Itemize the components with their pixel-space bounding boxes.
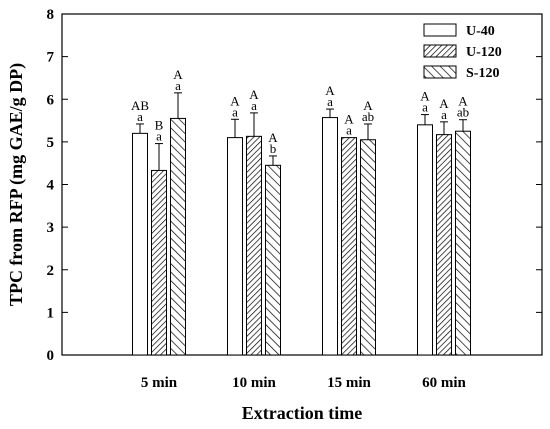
legend-swatch (423, 23, 457, 37)
bar (436, 134, 452, 356)
legend-label: U-40 (466, 24, 495, 39)
legend-label: S-120 (466, 66, 499, 81)
significance-upper-label: A (439, 96, 449, 111)
y-tick-label: 3 (47, 220, 55, 236)
significance-upper-label: B (155, 118, 164, 133)
significance-upper-label: A (173, 67, 183, 82)
significance-lower-label: ab (362, 109, 374, 124)
y-tick-label: 5 (47, 135, 55, 151)
y-tick-label: 0 (47, 348, 55, 364)
y-tick-label: 1 (47, 305, 55, 321)
bar (455, 130, 471, 356)
bar (265, 164, 281, 356)
bar (132, 132, 148, 356)
significance-lower-label: a (327, 94, 333, 109)
significance-upper-label: A (363, 98, 373, 113)
significance-upper-label: A (325, 83, 335, 98)
bar (322, 117, 338, 356)
significance-lower-label: a (422, 100, 428, 115)
significance-lower-label: b (270, 141, 277, 156)
significance-upper-label: A (249, 87, 259, 102)
significance-upper-label: A (268, 130, 278, 145)
bar (246, 135, 262, 356)
x-axis-title: Extraction time (242, 403, 362, 423)
y-tick-label: 2 (47, 263, 55, 279)
significance-lower-label: a (232, 104, 238, 119)
significance-upper-label: A (420, 89, 430, 104)
significance-upper-label: A (458, 94, 468, 109)
bar (341, 137, 357, 356)
significance-upper-label: AB (131, 98, 149, 113)
bar (227, 137, 243, 356)
legend-label: U-120 (466, 45, 502, 60)
significance-upper-label: A (344, 112, 354, 127)
significance-lower-label: a (251, 98, 257, 113)
significance-lower-label: a (137, 109, 143, 124)
y-tick-label: 8 (47, 7, 55, 23)
significance-lower-label: a (175, 78, 181, 93)
y-axis-title: TPC from RFP (mg GAE/g DP) (6, 63, 27, 306)
bar (417, 124, 433, 356)
x-tick-label: 10 min (232, 375, 276, 391)
bar (151, 169, 167, 356)
bar (170, 117, 186, 356)
significance-upper-label: A (230, 93, 240, 108)
y-tick-label: 6 (47, 92, 55, 108)
legend-swatch (423, 65, 457, 79)
significance-lower-label: ab (457, 105, 469, 120)
legend: U-40 U-120 S-120 (423, 23, 502, 81)
legend-swatch (423, 44, 457, 58)
x-tick-label: 5 min (141, 375, 178, 391)
y-tick-label: 4 (47, 178, 55, 194)
significance-lower-label: a (441, 107, 447, 122)
significance-lower-label: a (346, 123, 352, 138)
x-tick-label: 15 min (327, 375, 371, 391)
bar (360, 139, 376, 356)
y-tick-label: 7 (47, 50, 55, 66)
x-tick-label: 60 min (422, 375, 466, 391)
significance-lower-label: a (156, 129, 162, 144)
